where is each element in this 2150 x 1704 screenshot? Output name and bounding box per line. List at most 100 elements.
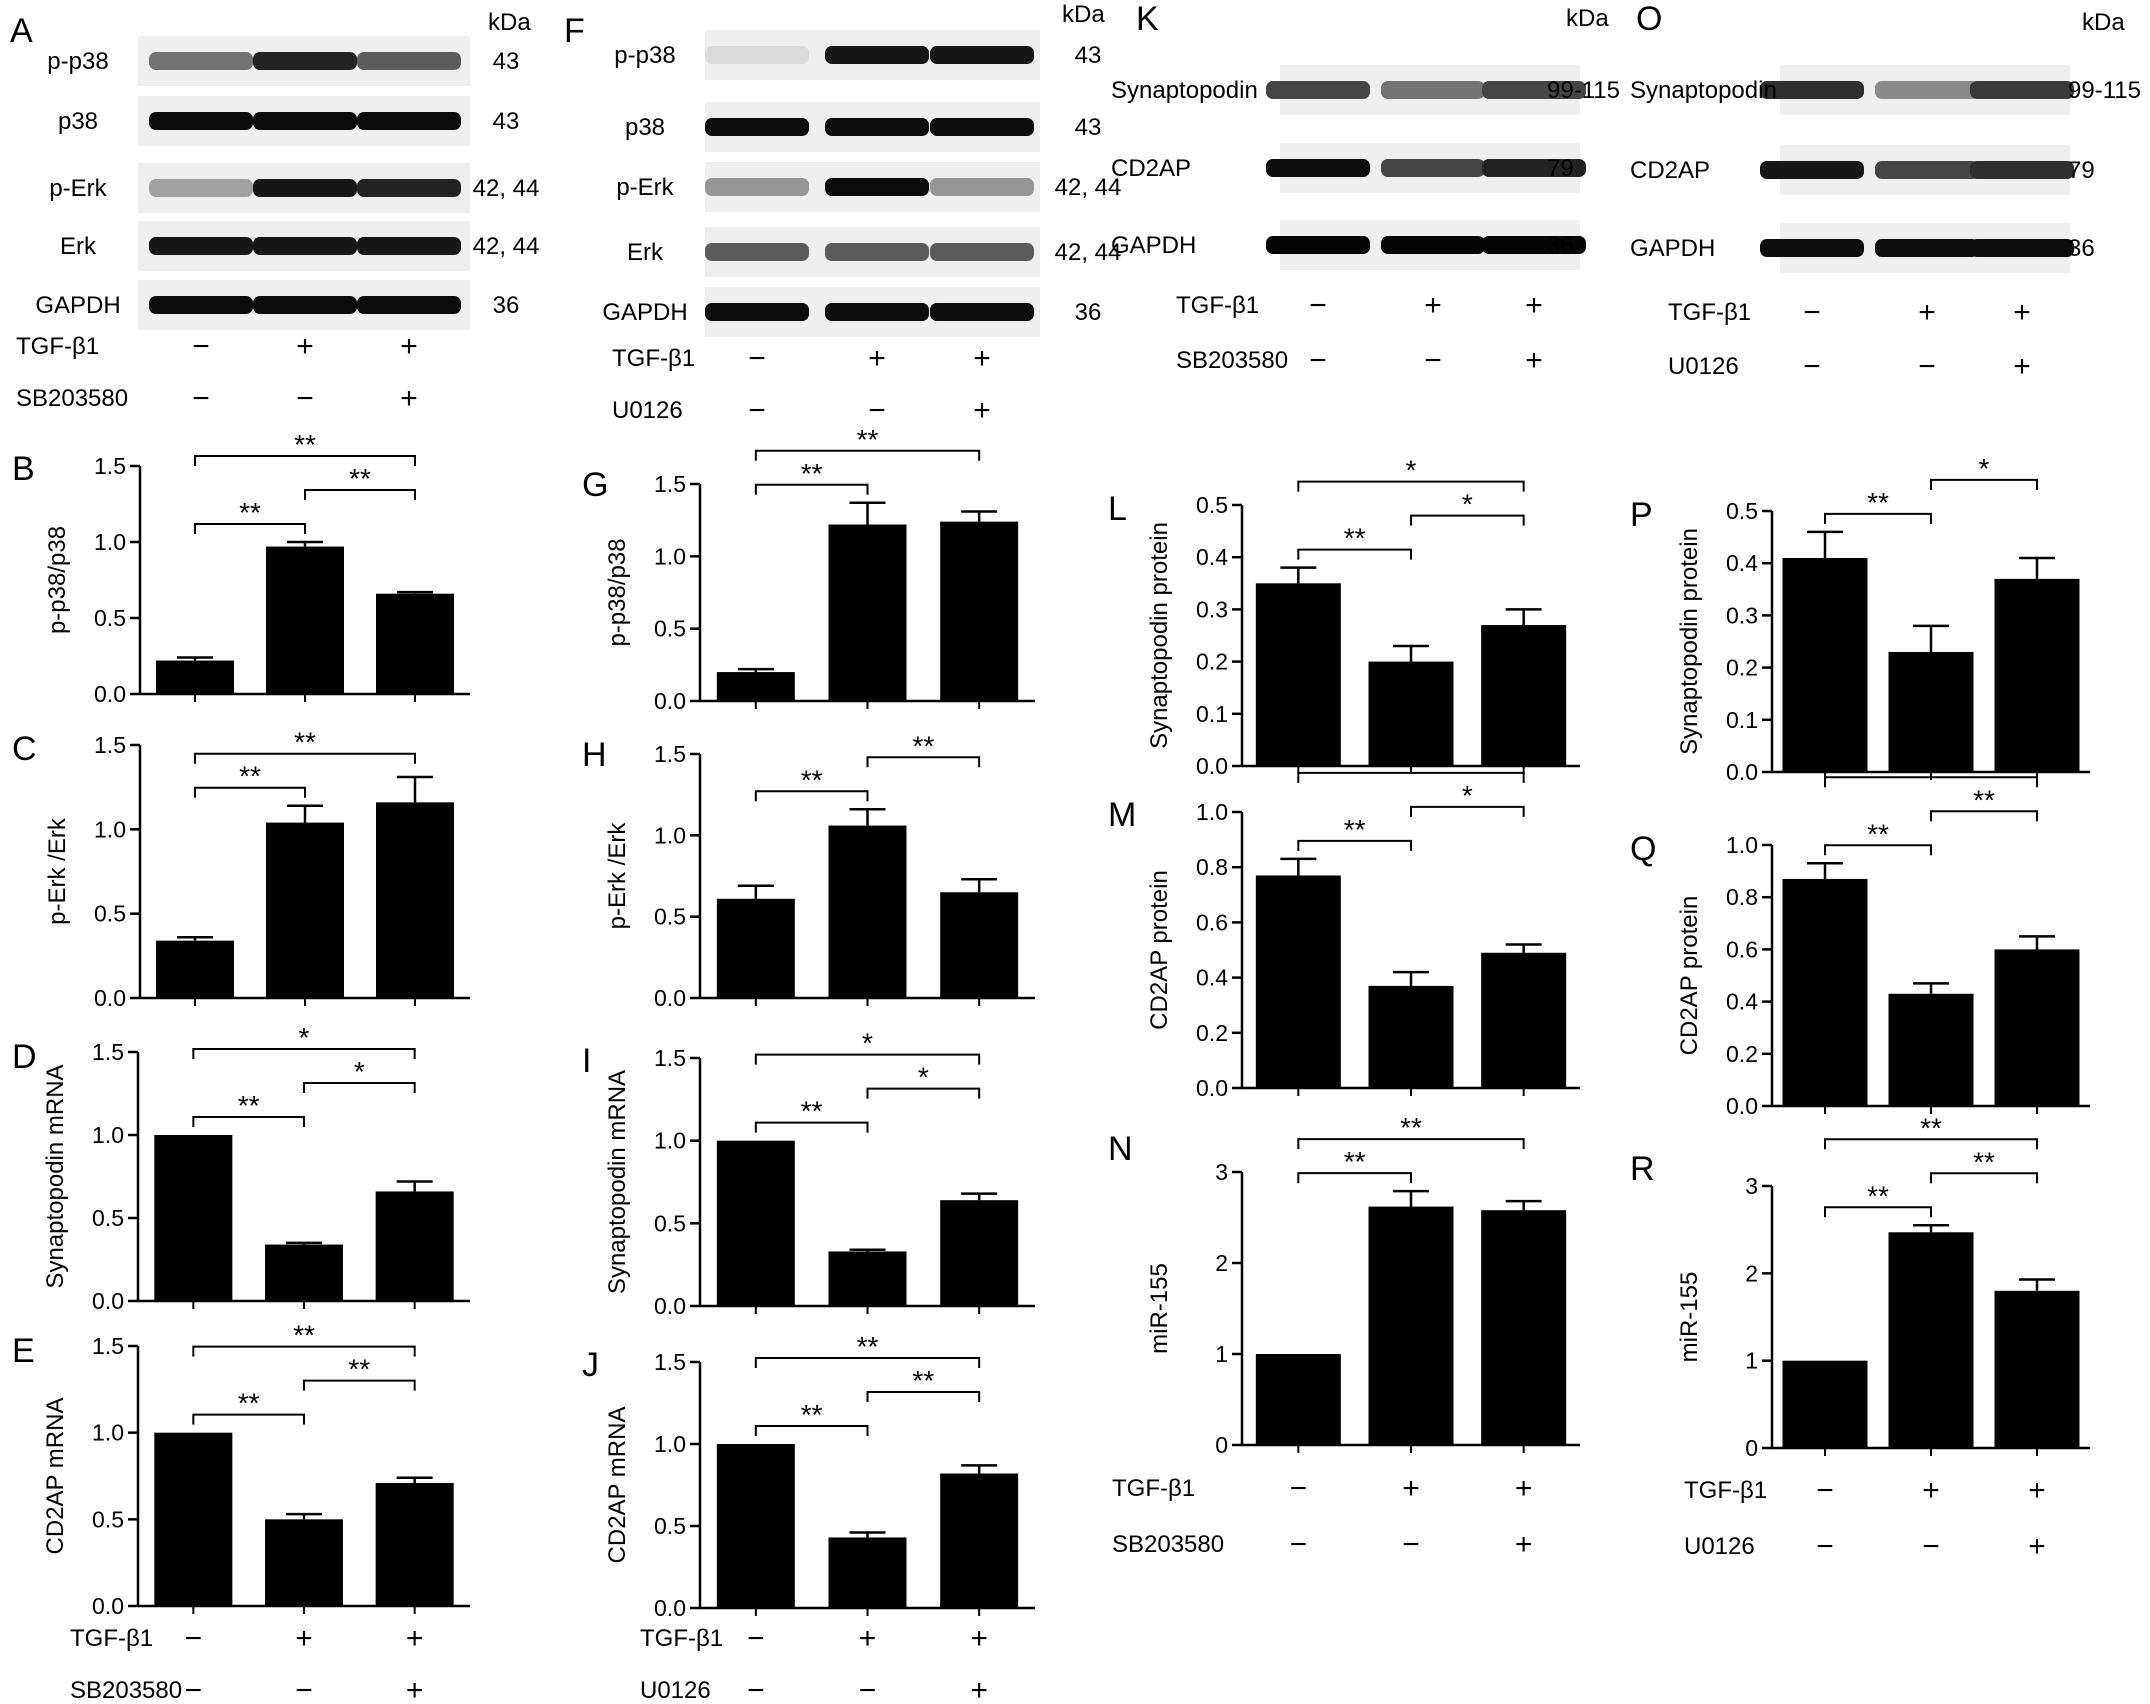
treatment-sign: + [2028,1474,2046,1507]
blot-band [357,237,461,255]
y-tick-label: 2 [1745,1260,1758,1286]
bar [1255,1354,1341,1445]
significance-stars: ** [1400,746,1422,777]
treatment-label: U0126 [1684,1533,1755,1560]
bar-chart-panel-q: Q 0.0 0.2 0.4 0.6 0.8 1.0 CD2AP protein ** ** ** [1630,750,2090,1119]
treatment-sign: − [1290,1528,1308,1561]
blot-band [1760,81,1864,99]
bracket-line [1410,805,1525,817]
bar [1255,875,1341,1088]
blot-band [705,46,809,64]
y-tick-label: 0 [1745,1435,1758,1461]
significance-bracket: ** [194,761,306,798]
protein-label: GAPDH [1630,235,1715,262]
blot-row-erk: Erk 42, 44 [627,227,1121,277]
bar [156,660,234,694]
significance-stars: ** [1400,1112,1422,1143]
treatment-sign: + [2013,350,2031,383]
significance-bracket: ** [303,1354,416,1391]
significance-stars: * [862,1028,873,1059]
bracket-line [1824,1138,2038,1150]
treatment-sign: − [1922,1530,1940,1563]
kda-label: kDa [1566,5,1609,32]
significance-bracket: ** [866,1365,981,1402]
panel-letter: F [564,12,585,50]
treatment-label: TGF-β1 [1684,1477,1767,1504]
significance-bracket: ** [1297,814,1412,851]
treatment-sign: − [747,1622,765,1655]
bracket-line [1930,810,2038,822]
bar [156,940,234,998]
blot-row-p-p38: p-p38 43 [47,36,519,86]
treatment-sign: + [868,342,886,375]
bar [940,521,1019,701]
molecular-weight: 99-115 [1547,77,1620,104]
significance-bracket: * [1930,453,2038,490]
significance-stars: ** [857,1331,879,1362]
y-axis-label: CD2AP mRNA [42,1398,69,1555]
bracket-line [1297,1172,1412,1184]
significance-stars: ** [1920,1112,1942,1143]
treatment-label: TGF-β1 [1112,1475,1195,1502]
protein-label: p-Erk [49,175,107,202]
bracket-line [866,756,981,768]
bar [375,1482,454,1606]
treatment-sign: − [868,394,886,427]
significance-bracket: ** [1824,750,2038,788]
y-tick-label: 0.3 [1196,596,1228,622]
treatment-sign: + [1402,1472,1420,1505]
significance-stars: * [1462,489,1473,520]
significance-stars: ** [801,1399,823,1430]
y-tick-label: 0.0 [1196,753,1228,779]
blot-band [149,52,253,70]
molecular-weight: 43 [1075,42,1102,69]
blot-band [1381,81,1485,99]
y-tick-label: 0.0 [92,1593,124,1619]
significance-stars: ** [348,1354,370,1385]
y-tick-label: 0.2 [1196,649,1228,675]
bar [376,802,454,998]
treatment-sign: + [400,330,418,363]
treatment-label: TGF-β1 [1176,292,1259,319]
molecular-weight: 79 [2068,157,2095,184]
bar [940,892,1019,998]
y-tick-label: 0.2 [1726,1041,1758,1067]
significance-stars: ** [293,1320,315,1351]
bar-chart-panel-l: L 0.0 0.1 0.2 0.3 0.4 0.5 Synaptopodin protein *… [1108,455,1580,779]
bracket-line [1824,844,1932,856]
y-tick-label: 1.0 [1196,799,1228,825]
kda-label: kDa [2082,9,2125,36]
y-tick-label: 0.4 [1196,965,1228,991]
significance-stars: ** [801,458,823,489]
significance-stars: * [1462,780,1473,811]
y-tick-label: 0.5 [654,1513,686,1539]
blot-band [253,112,357,130]
blot-band [705,118,809,136]
blot-band [1381,236,1485,254]
treatment-label: TGF-β1 [16,333,99,360]
y-tick-label: 0 [1215,1432,1228,1458]
bar [1994,578,2080,772]
blot-band [1381,159,1485,177]
molecular-weight: 36 [493,292,520,319]
significance-bracket: ** [1824,1112,2038,1150]
protein-label: p-p38 [614,42,675,69]
y-tick-label: 0.1 [1196,701,1228,727]
treatment-sign: + [1515,1472,1533,1505]
blot-row-gapdh: GAPDH 36 [35,280,519,330]
molecular-weight: 99-115 [2068,77,2141,104]
y-tick-label: 0.2 [1726,655,1758,681]
treatment-label: TGF-β1 [1668,299,1751,326]
significance-stars: ** [912,1365,934,1396]
significance-stars: * [1406,455,1417,486]
treatment-sign: + [400,382,418,415]
y-tick-label: 1.0 [654,543,686,569]
y-tick-label: 1.5 [94,732,126,758]
blot-band [253,296,357,314]
protein-label: CD2AP [1630,157,1710,184]
significance-bracket: ** [1297,1146,1412,1184]
bracket-line [754,1053,981,1065]
y-tick-label: 1.0 [654,1128,686,1154]
bar [1888,1232,1974,1448]
